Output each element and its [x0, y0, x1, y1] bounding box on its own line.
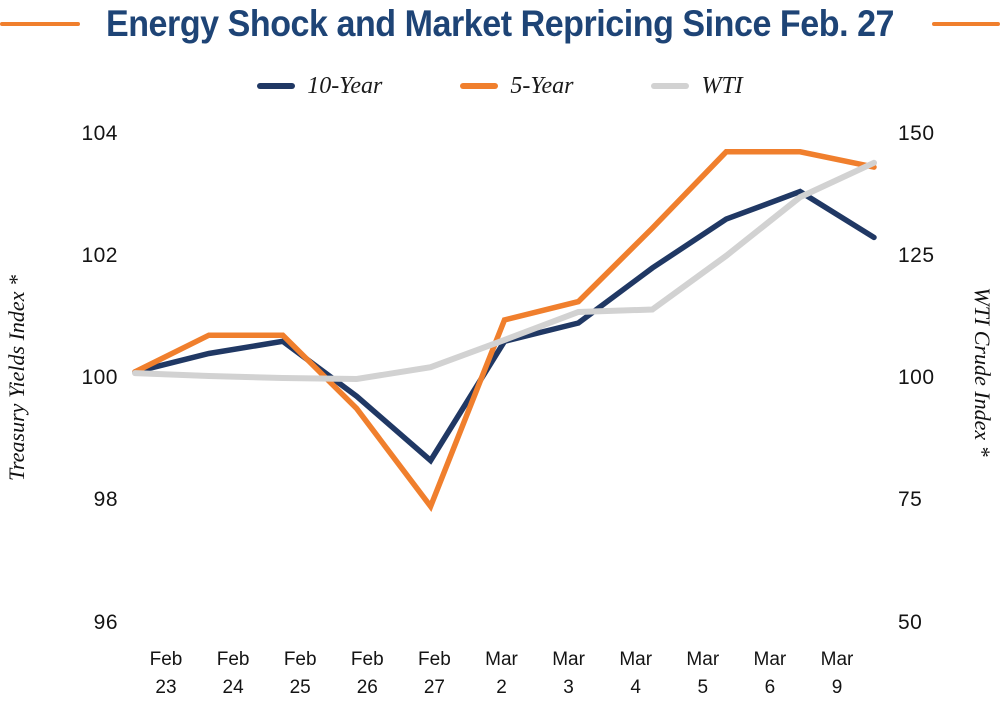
legend-swatch-icon: [257, 83, 296, 89]
right-tick-label: 50: [898, 610, 923, 634]
x-tick-label: Feb 25: [283, 649, 317, 698]
right-tick-label: 125: [898, 243, 935, 267]
title-row: Energy Shock and Market Repricing Since …: [0, 0, 1000, 48]
left-tick-label: 96: [93, 610, 118, 634]
left-tick-label: 102: [81, 243, 118, 267]
series-line-5-year: [132, 149, 877, 512]
x-tick-label: Feb 26: [350, 649, 384, 698]
legend-item: 10-Year: [257, 73, 382, 100]
chart-legend: 10-Year 5-Year WTI: [0, 68, 1000, 104]
x-tick-label: Mar 4: [619, 649, 653, 698]
title-right-rule: [932, 22, 1000, 26]
legend-label: 10-Year: [307, 72, 383, 99]
legend-swatch-icon: [460, 83, 499, 89]
legend-label: WTI: [701, 72, 743, 99]
right-tick-label: 75: [898, 488, 923, 512]
legend-label: 5-Year: [510, 72, 574, 99]
legend-item: 5-Year: [460, 73, 573, 100]
x-tick-label: Mar 5: [686, 649, 720, 698]
right-tick-label: 100: [898, 366, 935, 389]
right-tick-label: 150: [898, 121, 935, 145]
left-tick-label: 104: [81, 121, 118, 145]
page-title: Energy Shock and Market Repricing Since …: [105, 3, 895, 44]
x-tick-label: Mar 9: [820, 649, 854, 698]
series-line-wti: [132, 159, 877, 383]
x-tick-label: Feb 23: [149, 649, 183, 698]
x-tick-label: Mar 2: [485, 649, 518, 698]
x-tick-label: Feb 24: [216, 649, 250, 698]
legend-item: WTI: [651, 72, 743, 100]
left-tick-label: 100: [81, 366, 118, 389]
x-tick-label: Mar 6: [753, 649, 787, 698]
left-tick-label: 98: [93, 488, 118, 512]
x-tick-label: Mar 3: [552, 649, 585, 698]
title-left-rule: [0, 22, 80, 26]
legend-swatch-icon: [651, 83, 690, 89]
x-tick-label: Feb 27: [418, 649, 451, 698]
